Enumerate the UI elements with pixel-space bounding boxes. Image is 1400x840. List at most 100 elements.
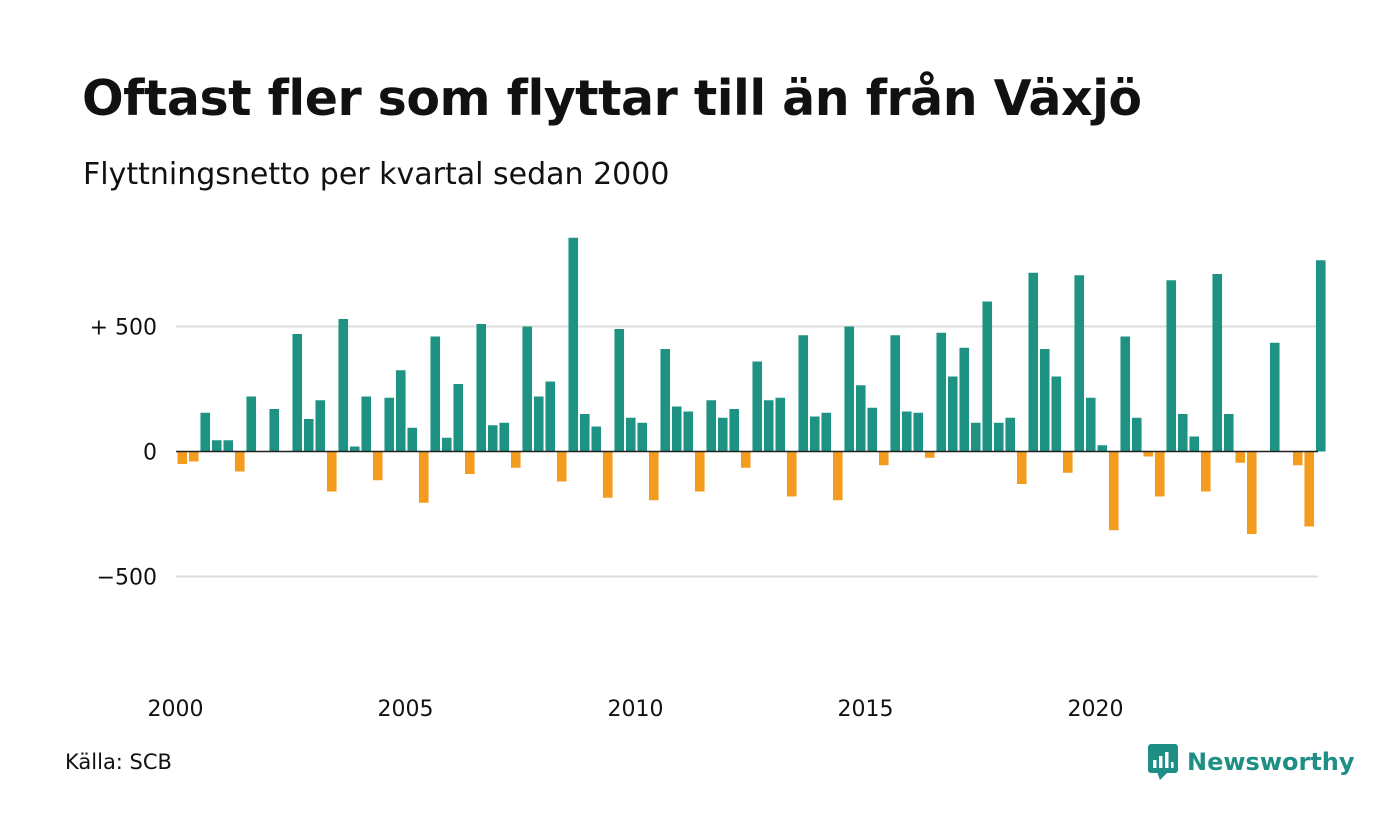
bar: [913, 412, 924, 452]
bar: [418, 451, 429, 503]
bar: [395, 370, 406, 452]
bar: [326, 451, 337, 492]
bar: [936, 332, 947, 452]
y-tick-label: −500: [97, 566, 157, 591]
bar: [729, 409, 740, 452]
bar: [510, 451, 521, 468]
bar: [959, 347, 970, 452]
bar: [1039, 349, 1050, 452]
bar: [464, 451, 475, 474]
bar: [1074, 275, 1085, 452]
newsworthy-logo-icon: [1148, 744, 1178, 780]
bar: [1200, 451, 1211, 492]
bar: [407, 427, 418, 452]
bar: [384, 397, 395, 452]
bar: [430, 336, 441, 452]
bar: [1143, 451, 1154, 457]
x-tick-label: 2000: [148, 697, 204, 722]
bar: [660, 349, 671, 452]
bar: [234, 451, 245, 472]
bar: [832, 451, 843, 501]
bar: [1166, 280, 1177, 452]
y-tick-label: 0: [143, 441, 157, 466]
bar: [1154, 451, 1165, 497]
x-tick-label: 2005: [378, 697, 434, 722]
chart-title: Oftast fler som flyttar till än från Väx…: [82, 70, 1142, 127]
bar: [1120, 336, 1131, 452]
bar: [441, 437, 452, 452]
bar: [200, 412, 211, 452]
bar: [982, 301, 993, 452]
bar: [269, 409, 280, 452]
gridlines: [176, 325, 1318, 578]
bar: [1131, 417, 1142, 452]
bar: [556, 451, 567, 482]
bar: [338, 319, 349, 452]
bar: [648, 451, 659, 501]
bar: [752, 361, 763, 452]
bar: [315, 400, 326, 452]
bar: [671, 406, 682, 452]
bars: [177, 237, 1326, 534]
bar: [292, 334, 303, 452]
bar: [878, 451, 889, 466]
bar: [1223, 414, 1234, 452]
chart-subtitle: Flyttningsnetto per kvartal sedan 2000: [83, 157, 670, 192]
bar-chart: + 500 0 −500 2000 2005 2010 2015 2020: [90, 237, 1326, 722]
bar: [1189, 436, 1200, 452]
bar: [476, 324, 487, 452]
bar: [1097, 445, 1108, 452]
bar: [349, 446, 360, 452]
bar: [625, 417, 636, 452]
bar: [188, 451, 199, 462]
bar: [614, 329, 625, 452]
bar: [694, 451, 705, 492]
bar: [545, 381, 556, 452]
bar: [1246, 451, 1257, 534]
bar: [372, 451, 383, 481]
bar: [775, 397, 786, 452]
bar: [223, 440, 234, 452]
bar: [246, 396, 257, 452]
bar: [487, 425, 498, 452]
bar: [901, 411, 912, 452]
bar: [1051, 376, 1062, 452]
bar: [1212, 274, 1223, 452]
axes: + 500 0 −500 2000 2005 2010 2015 2020: [90, 316, 1318, 722]
source-note: Källa: SCB: [65, 750, 172, 774]
bar: [867, 407, 878, 452]
bar: [763, 400, 774, 452]
bar: [211, 440, 222, 452]
bar: [1028, 272, 1039, 452]
bar: [855, 385, 866, 452]
x-tick-label: 2010: [608, 697, 664, 722]
bar: [637, 422, 648, 452]
bar: [1304, 451, 1315, 527]
x-tick-label: 2015: [838, 697, 894, 722]
brand-name: Newsworthy: [1187, 748, 1355, 776]
bar: [740, 451, 751, 468]
bar: [1292, 451, 1303, 466]
bar: [924, 451, 935, 458]
bar: [1108, 451, 1119, 531]
bar: [683, 411, 694, 452]
bar: [303, 419, 314, 452]
bar: [706, 400, 717, 452]
bar: [821, 412, 832, 452]
bar: [809, 416, 820, 452]
bar: [602, 451, 613, 498]
bar: [1177, 414, 1188, 452]
bar: [591, 426, 602, 452]
bar: [717, 417, 728, 452]
newsworthy-logo: Newsworthy: [1148, 742, 1355, 782]
bar: [579, 414, 590, 452]
bar: [947, 376, 958, 452]
bar: [522, 326, 533, 452]
bar: [453, 384, 464, 452]
bar: [568, 237, 579, 452]
bar: [1062, 451, 1073, 473]
bar: [1269, 342, 1280, 452]
bar: [361, 396, 372, 452]
bar: [1016, 451, 1027, 484]
bar: [798, 335, 809, 452]
